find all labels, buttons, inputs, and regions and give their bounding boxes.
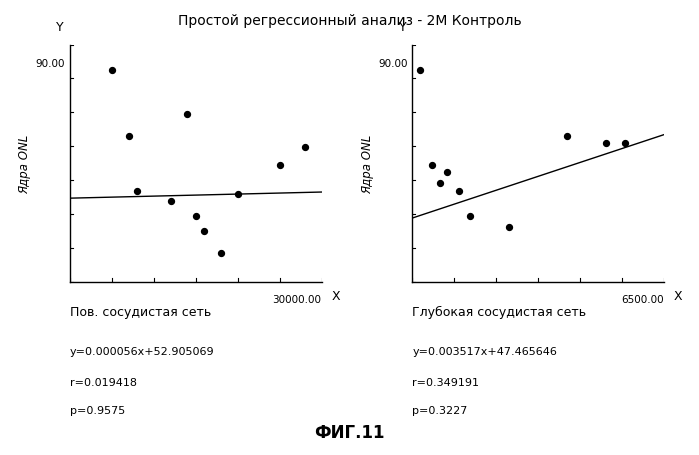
Point xyxy=(274,162,285,169)
Point xyxy=(465,213,476,220)
Point xyxy=(165,198,176,206)
Text: Y: Y xyxy=(56,20,64,34)
Text: r=0.349191: r=0.349191 xyxy=(412,378,480,388)
Point xyxy=(620,140,631,147)
Point xyxy=(503,224,514,231)
Text: X: X xyxy=(674,289,683,302)
Text: 30000.00: 30000.00 xyxy=(273,294,322,304)
Text: 90.00: 90.00 xyxy=(36,59,65,69)
Point xyxy=(131,187,143,195)
Text: 6500.00: 6500.00 xyxy=(621,294,664,304)
Point xyxy=(434,180,445,187)
Text: r=0.019418: r=0.019418 xyxy=(70,378,137,388)
Point xyxy=(426,162,438,169)
Text: Y: Y xyxy=(398,20,406,34)
Text: Ядра ONL: Ядра ONL xyxy=(18,134,31,193)
Point xyxy=(199,228,210,235)
Text: X: X xyxy=(331,289,340,302)
Point xyxy=(562,133,573,140)
Point xyxy=(123,133,134,140)
Point xyxy=(232,191,243,198)
Text: 90.00: 90.00 xyxy=(378,59,408,69)
Point xyxy=(190,213,201,220)
Text: Простой регрессионный анализ - 2М Контроль: Простой регрессионный анализ - 2М Контро… xyxy=(178,14,521,28)
Text: ФИГ.11: ФИГ.11 xyxy=(315,424,384,441)
Text: y=0.003517x+47.465646: y=0.003517x+47.465646 xyxy=(412,346,557,356)
Point xyxy=(215,249,226,257)
Text: p=0.9575: p=0.9575 xyxy=(70,405,125,415)
Text: y=0.000056x+52.905069: y=0.000056x+52.905069 xyxy=(70,346,215,356)
Text: p=0.3227: p=0.3227 xyxy=(412,405,468,415)
Text: Ядра ONL: Ядра ONL xyxy=(361,134,373,193)
Point xyxy=(600,140,612,147)
Text: Пов. сосудистая сеть: Пов. сосудистая сеть xyxy=(70,305,211,318)
Point xyxy=(106,67,117,75)
Point xyxy=(299,144,310,151)
Point xyxy=(182,111,193,118)
Text: Глубокая сосудистая сеть: Глубокая сосудистая сеть xyxy=(412,305,586,318)
Point xyxy=(442,169,453,177)
Point xyxy=(453,187,464,195)
Point xyxy=(415,67,426,75)
